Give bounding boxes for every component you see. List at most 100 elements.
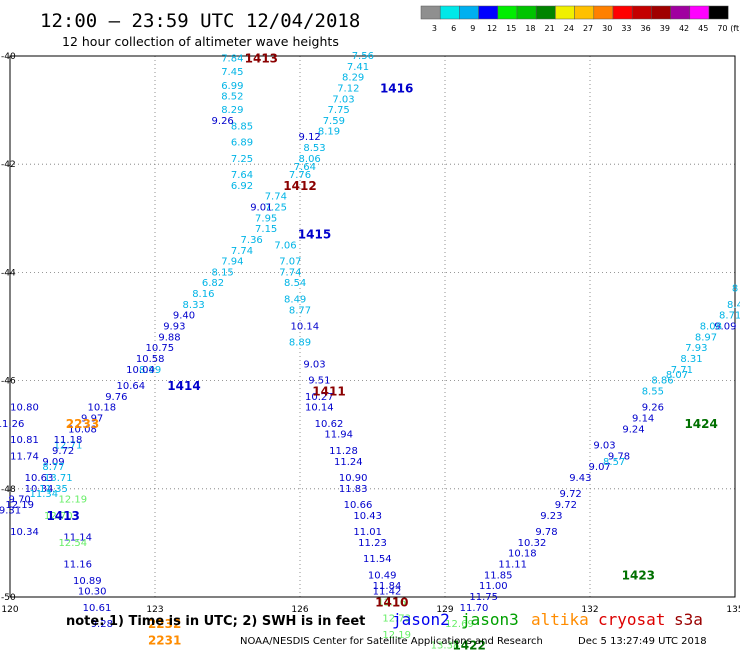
swh-point: 10.30 <box>78 587 107 598</box>
legend-swatch <box>555 5 575 20</box>
legend-swatch <box>478 5 499 20</box>
swh-point: 7.84 <box>221 54 243 65</box>
swh-point: 12.71 <box>54 441 83 452</box>
swh-point: 11.94 <box>324 430 353 441</box>
pass-label: 2231 <box>148 633 181 647</box>
credit-text: NOAA/NESDIS Center for Satellite Applica… <box>240 636 543 647</box>
legend-label: 70 <box>717 24 727 33</box>
swh-point: 10.62 <box>315 419 344 430</box>
swh-point: 7.12 <box>337 83 359 94</box>
swh-point: 9.93 <box>163 322 185 333</box>
swh-point: 10.27 <box>305 392 334 403</box>
x-tick-label: 135 <box>726 605 740 615</box>
pass-label: 1413 <box>245 52 278 66</box>
legend-swatch <box>708 5 729 20</box>
swh-point: 9.78 <box>535 527 557 538</box>
swh-point: 12.19 <box>5 500 34 511</box>
swh-point: 8.85 <box>231 121 253 132</box>
swh-point: 8.29 <box>221 105 243 116</box>
swh-point: 10.14 <box>305 403 334 414</box>
legend-swatch <box>651 5 671 20</box>
swh-point: 9.03 <box>303 359 325 370</box>
swh-point: 7.74 <box>231 246 253 257</box>
swh-point: 7.64 <box>294 162 316 173</box>
mission-label: jason2 <box>392 610 450 629</box>
swh-point: 10.61 <box>83 603 112 614</box>
swh-point: 8.29 <box>342 73 364 84</box>
swh-point: 8.06 <box>299 154 321 165</box>
swh-point: 8.16 <box>192 289 214 300</box>
swh-point: 10.32 <box>518 538 547 549</box>
swh-point: 9.78 <box>608 451 630 462</box>
swh-point: 10.66 <box>344 500 373 511</box>
swh-point: 10.08 <box>68 424 97 435</box>
swh-point: 6.89 <box>231 138 253 149</box>
legend-unit: (ft) <box>730 24 740 33</box>
x-tick-label: 132 <box>581 605 598 615</box>
pass-label: 1411 <box>312 384 345 398</box>
swh-point: 9.31 <box>0 505 21 516</box>
y-tick-label: -46 <box>1 377 16 387</box>
pass-label: 2232 <box>148 617 181 631</box>
swh-point: 9.09 <box>42 457 64 468</box>
swh-point: 7.41 <box>347 62 369 73</box>
swh-point: 9.03 <box>593 441 615 452</box>
mission-legend: jason2 jason3 altika cryosat s3a <box>392 610 703 629</box>
mission-label: s3a <box>674 610 703 629</box>
swh-point: 8.77 <box>289 305 311 316</box>
swh-point: 11.70 <box>460 603 489 614</box>
pass-label: 1413 <box>46 509 79 523</box>
swh-point: 8.89 <box>289 338 311 349</box>
swh-point: 7.25 <box>265 202 287 213</box>
swh-point: 8.08 <box>700 322 722 333</box>
x-tick-label: 123 <box>146 605 163 615</box>
swh-point: 10.18 <box>508 549 537 560</box>
swh-point: 11.16 <box>63 560 92 571</box>
swh-point: 11.83 <box>339 484 368 495</box>
y-tick-label: -48 <box>1 485 16 495</box>
swh-point: 7.07 <box>279 257 301 268</box>
legend-label: 21 <box>545 24 555 33</box>
swh-point: 10.75 <box>146 343 175 354</box>
mission-label: jason3 <box>461 610 519 629</box>
swh-point: 6.92 <box>231 181 253 192</box>
swh-point: 9.01 <box>250 202 272 213</box>
legend-label: 27 <box>583 24 593 33</box>
swh-point: 8.49 <box>284 294 306 305</box>
pass-label: 1415 <box>298 228 331 242</box>
legend-swatch <box>689 5 710 20</box>
swh-point: 11.28 <box>329 446 358 457</box>
legend-swatch <box>612 5 633 20</box>
swh-point: 8.99 <box>139 365 161 376</box>
swh-point: 9.72 <box>555 500 577 511</box>
swh-point: 10.80 <box>10 403 39 414</box>
legend-swatch <box>420 5 441 20</box>
swh-point: 7.75 <box>328 105 350 116</box>
y-tick-label: -50 <box>1 593 16 603</box>
swh-point: 11.00 <box>479 581 508 592</box>
swh-point: 10.34 <box>10 527 39 538</box>
swh-point: 8.19 <box>318 127 340 138</box>
pass-label: 1414 <box>167 379 200 393</box>
chart-title: 12:00 – 23:59 UTC 12/04/2018 <box>40 10 360 32</box>
swh-point: 11.11 <box>498 560 527 571</box>
swh-point: 9.14 <box>632 413 654 424</box>
pass-label: 1410 <box>375 595 408 609</box>
plot-frame <box>9 55 736 598</box>
x-tick-label: 126 <box>291 605 308 615</box>
legend-swatch <box>516 5 537 20</box>
pass-label: 1422 <box>452 639 485 650</box>
pass-label: 1424 <box>684 417 717 431</box>
legend-label: 33 <box>621 24 631 33</box>
swh-point: 7.36 <box>241 235 263 246</box>
swh-point: 9.88 <box>158 332 180 343</box>
swh-point: 8.07 <box>666 370 688 381</box>
legend-swatch <box>459 5 479 20</box>
legend-swatch <box>574 5 595 20</box>
swh-point: 11.42 <box>373 587 402 598</box>
legend-label: 24 <box>564 24 574 33</box>
swh-point: 8.31 <box>680 354 702 365</box>
legend-label: 18 <box>525 24 535 33</box>
swh-point: 11.84 <box>373 581 402 592</box>
swh-point: 8.53 <box>303 143 325 154</box>
